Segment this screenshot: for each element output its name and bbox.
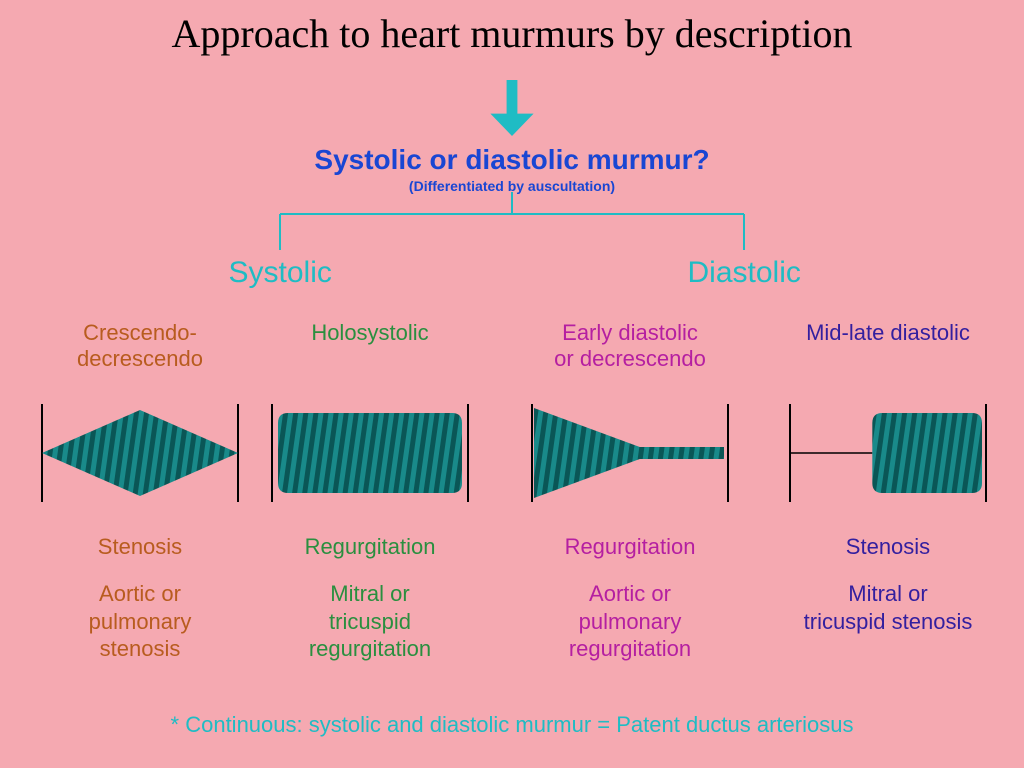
murmur-shape-holosystolic — [260, 398, 480, 508]
question-title: Systolic or diastolic murmur? — [0, 144, 1024, 176]
column-category: Regurgitation — [250, 534, 490, 560]
column-heading: Early diastolicor decrescendo — [510, 320, 750, 372]
column-category: Regurgitation — [510, 534, 750, 560]
murmur-shape-diamond — [30, 398, 250, 508]
column-category: Stenosis — [20, 534, 260, 560]
column-heading: Mid-late diastolic — [768, 320, 1008, 346]
branch-diastolic: Diastolic — [688, 256, 801, 290]
down-arrow-icon — [488, 80, 536, 140]
column-example: Aortic orpulmonarystenosis — [10, 580, 270, 663]
branch-systolic: Systolic — [229, 256, 332, 290]
column-example: Mitral ortricuspid stenosis — [758, 580, 1018, 635]
column-example: Mitral ortricuspidregurgitation — [240, 580, 500, 663]
column-heading: Crescendo-decrescendo — [20, 320, 260, 372]
column-category: Stenosis — [768, 534, 1008, 560]
column-example: Aortic orpulmonaryregurgitation — [500, 580, 760, 663]
page-title: Approach to heart murmurs by description — [0, 10, 1024, 57]
branch-bracket — [278, 190, 746, 252]
murmur-shape-midlate — [778, 398, 998, 508]
murmur-shape-decrescendo — [520, 398, 740, 508]
footnote: * Continuous: systolic and diastolic mur… — [0, 712, 1024, 738]
column-heading: Holosystolic — [250, 320, 490, 346]
